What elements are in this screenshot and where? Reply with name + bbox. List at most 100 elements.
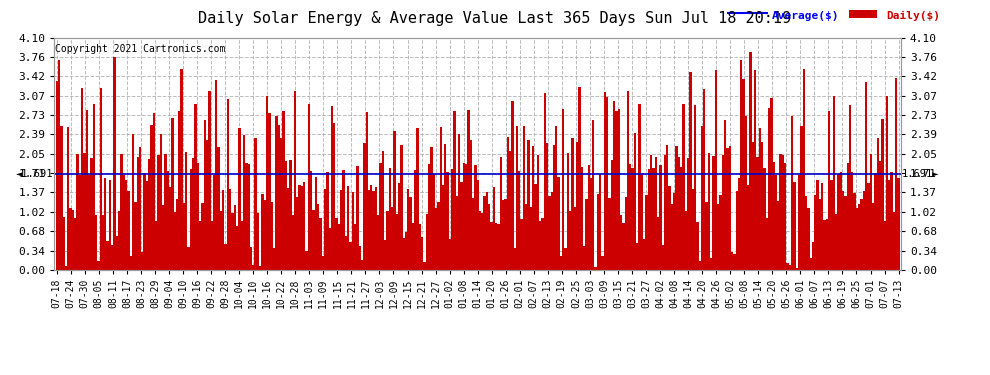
Bar <box>157 155 159 270</box>
Bar <box>573 207 576 270</box>
Bar <box>488 204 490 270</box>
Bar <box>545 144 548 270</box>
Bar <box>331 106 333 270</box>
Bar <box>696 222 699 270</box>
Bar <box>483 196 486 270</box>
Bar <box>173 211 176 270</box>
Bar <box>349 242 351 270</box>
Bar <box>208 91 211 270</box>
Bar <box>291 215 294 270</box>
Bar <box>60 126 62 270</box>
Bar <box>417 128 419 270</box>
Bar <box>155 221 157 270</box>
Bar <box>162 205 164 270</box>
Bar <box>751 142 754 270</box>
Bar <box>229 189 232 270</box>
Bar <box>842 191 844 270</box>
Bar <box>562 109 564 270</box>
Bar <box>597 194 599 270</box>
Bar <box>828 111 831 270</box>
Bar <box>848 105 851 270</box>
Bar <box>169 187 171 270</box>
Bar <box>426 214 428 270</box>
Bar <box>699 261 701 270</box>
Bar <box>132 134 135 270</box>
Bar <box>701 126 703 270</box>
Bar <box>897 178 900 270</box>
Bar <box>476 180 479 270</box>
Bar <box>72 210 74 270</box>
Bar <box>95 215 97 270</box>
Bar <box>159 134 162 270</box>
Bar <box>583 246 585 270</box>
Bar <box>775 174 777 270</box>
Bar <box>680 167 682 270</box>
Text: 1.691►: 1.691► <box>902 169 940 179</box>
Bar <box>741 60 742 270</box>
Bar <box>62 217 65 270</box>
Bar <box>243 135 246 270</box>
Bar <box>671 204 673 270</box>
Bar <box>715 70 717 270</box>
Bar <box>65 266 67 270</box>
Bar <box>81 88 83 270</box>
Bar <box>874 173 876 270</box>
Bar <box>789 264 791 270</box>
Bar <box>821 183 824 270</box>
Bar <box>550 192 552 270</box>
Bar <box>305 251 308 270</box>
Bar <box>194 104 197 270</box>
Bar <box>261 194 263 270</box>
Bar <box>805 196 807 270</box>
Bar <box>576 142 578 270</box>
Bar <box>860 199 862 270</box>
Bar <box>440 127 442 270</box>
Bar <box>552 145 555 270</box>
Bar <box>668 186 671 270</box>
Bar <box>817 180 819 270</box>
Bar <box>736 191 738 270</box>
Bar <box>855 209 858 270</box>
Bar <box>111 245 114 270</box>
Bar <box>448 238 451 270</box>
Bar <box>347 186 349 270</box>
Bar <box>770 98 772 270</box>
Bar <box>641 174 644 270</box>
Bar <box>270 202 273 270</box>
Bar <box>252 265 254 270</box>
Bar <box>192 158 194 270</box>
Bar <box>895 78 897 270</box>
Bar <box>405 232 407 270</box>
Bar <box>215 80 218 270</box>
Bar <box>734 254 736 270</box>
Bar <box>867 183 869 270</box>
Bar <box>601 256 604 270</box>
Bar <box>389 168 391 270</box>
Bar <box>398 183 400 270</box>
Bar <box>618 109 620 270</box>
Bar <box>356 166 358 270</box>
Text: Copyright 2021 Cartronics.com: Copyright 2021 Cartronics.com <box>55 45 226 54</box>
Bar <box>548 196 550 270</box>
Bar <box>731 252 734 270</box>
Bar <box>661 245 664 270</box>
Bar <box>372 190 375 270</box>
Bar <box>846 164 848 270</box>
Bar <box>604 92 606 270</box>
Bar <box>511 101 514 270</box>
Text: Daily Solar Energy & Average Value Last 365 Days Sun Jul 18 20:19: Daily Solar Energy & Average Value Last … <box>198 11 792 26</box>
Bar <box>379 163 382 270</box>
Bar <box>637 243 639 270</box>
Bar <box>280 138 282 270</box>
Bar <box>557 177 559 270</box>
Bar <box>500 158 502 270</box>
Bar <box>220 211 222 270</box>
Bar <box>259 266 261 270</box>
Bar <box>883 221 886 270</box>
Bar <box>564 248 566 270</box>
Bar <box>644 239 645 270</box>
Bar <box>246 162 248 270</box>
Bar <box>566 153 569 270</box>
Bar <box>893 212 895 270</box>
Bar <box>396 214 398 270</box>
